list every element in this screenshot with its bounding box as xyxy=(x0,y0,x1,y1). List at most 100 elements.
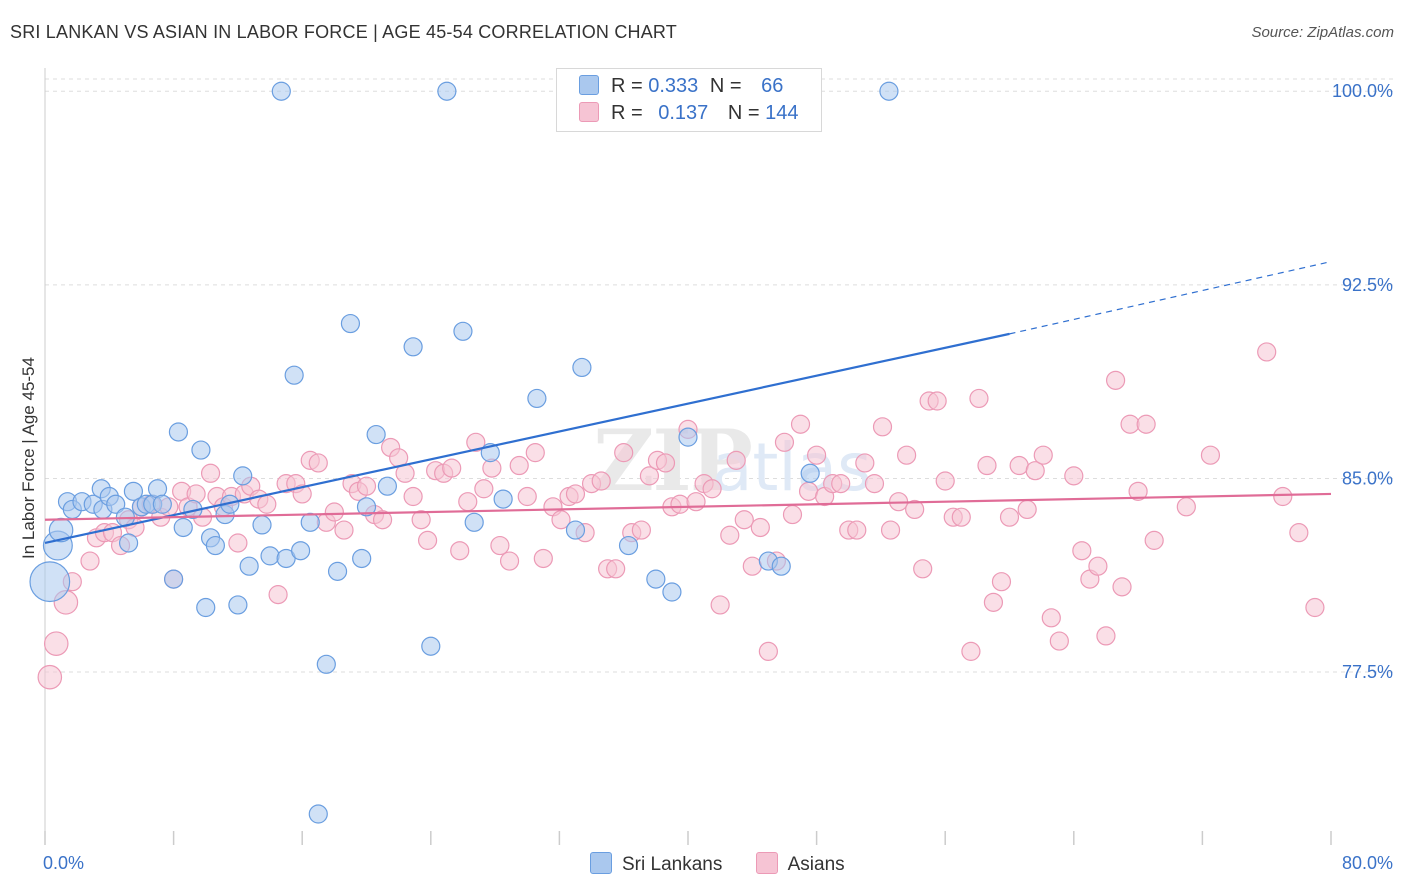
sri-lankan-point xyxy=(233,466,253,486)
sri-lankan-point xyxy=(572,357,592,378)
asian-point xyxy=(782,504,803,525)
sri-lankans-swatch xyxy=(579,75,599,95)
asian-point xyxy=(951,507,971,527)
asian-point xyxy=(372,510,393,530)
asian-point xyxy=(913,559,933,579)
asian-point xyxy=(1200,445,1221,465)
sri-lankan-point xyxy=(662,582,682,602)
asian-point xyxy=(334,520,354,540)
sri-lankans-legend-swatch xyxy=(590,852,612,874)
sri-lankan-point xyxy=(196,597,216,618)
legend-n-value: 144 xyxy=(765,102,799,124)
asian-point xyxy=(1120,414,1140,434)
y-tick-label: 92.5% xyxy=(1342,275,1393,295)
legend-n-label: N = xyxy=(709,75,742,97)
sri-lankan-point xyxy=(464,512,484,532)
asian-point xyxy=(186,484,206,504)
asian-point xyxy=(726,450,746,470)
asian-point xyxy=(905,499,925,520)
asian-point xyxy=(533,548,553,569)
asian-point xyxy=(631,520,651,540)
asian-point xyxy=(1033,445,1053,465)
legend-r-value: 0.137 xyxy=(658,102,709,124)
asian-point xyxy=(324,502,344,522)
legend-r-value: 0.333 xyxy=(648,75,699,97)
x-tick-label: 80.0% xyxy=(1342,853,1393,873)
asian-point xyxy=(1257,342,1277,362)
sri-lankan-point xyxy=(308,804,328,824)
sri-lankan-point xyxy=(173,517,193,538)
asian-point xyxy=(1017,499,1037,520)
sri-lankan-point xyxy=(377,476,397,496)
legend-n-label: N = xyxy=(727,102,760,124)
sri-lankan-point xyxy=(252,515,272,535)
asian-point xyxy=(1112,577,1132,597)
asian-point xyxy=(1009,455,1029,476)
asian-point xyxy=(1289,523,1309,543)
sri-lankan-point xyxy=(118,533,139,553)
asian-point xyxy=(411,510,431,530)
sri-lankan-point xyxy=(800,463,820,483)
asian-point xyxy=(228,533,248,553)
asian-point xyxy=(670,494,690,514)
asian-point xyxy=(458,492,478,512)
asian-point xyxy=(790,414,811,434)
asian-point xyxy=(710,595,730,615)
sri-lankan-point xyxy=(316,654,336,674)
asian-point xyxy=(734,510,754,530)
asian-point xyxy=(983,592,1004,612)
asian-point xyxy=(969,388,989,409)
sri-lankan-point xyxy=(123,481,144,501)
asian-point xyxy=(1025,461,1045,481)
asians-legend-swatch xyxy=(755,852,778,874)
asian-point xyxy=(864,474,885,494)
asian-point xyxy=(614,443,634,463)
grid-lines xyxy=(45,78,1395,673)
asian-point xyxy=(961,641,981,661)
source-label: Source: ZipAtlas.com xyxy=(1251,24,1394,41)
asians-trend-line xyxy=(44,492,1332,521)
y-tick-label: 85.0% xyxy=(1342,468,1393,488)
asians-swatch xyxy=(579,102,599,122)
asian-point xyxy=(474,479,494,499)
sri-lankan-point xyxy=(164,569,184,589)
sri-lankan-point xyxy=(421,636,441,656)
tick-labels: 100.0% 92.5% 85.0% 77.5% 0.0% 80.0% In Labor F… xyxy=(19,81,1393,873)
y-tick-label: 77.5% xyxy=(1342,662,1393,682)
asian-point xyxy=(999,507,1020,527)
sri-lankan-point xyxy=(271,81,291,101)
asian-point xyxy=(1096,626,1116,646)
asian-point xyxy=(525,443,545,463)
asian-point xyxy=(417,530,438,550)
asian-point xyxy=(1088,556,1108,576)
asian-point xyxy=(806,445,827,465)
asian-point xyxy=(1273,486,1293,507)
sri-lankan-point xyxy=(168,422,189,442)
asian-point xyxy=(37,664,63,690)
sri-lankan-point xyxy=(106,494,126,514)
asian-point xyxy=(490,535,510,556)
asian-point xyxy=(720,525,740,545)
legend-item-sri-lankans: Sri Lankans xyxy=(590,852,722,876)
asian-point xyxy=(991,572,1012,592)
sri-lankan-point xyxy=(646,569,666,589)
sri-lankans-trend-line xyxy=(44,332,1010,545)
asian-point xyxy=(200,463,221,483)
sri-lankan-point xyxy=(29,561,71,603)
sri-lankan-point xyxy=(228,595,248,615)
legend-r-label: R = xyxy=(611,102,643,124)
asian-point xyxy=(1305,597,1325,618)
sri-lankan-point xyxy=(327,561,348,581)
asian-point xyxy=(880,520,901,540)
asian-point xyxy=(831,474,851,494)
asian-point xyxy=(742,556,762,576)
asian-point xyxy=(442,458,462,478)
sri-lankan-point xyxy=(239,556,259,576)
asian-point xyxy=(798,481,819,501)
asian-point xyxy=(1176,497,1196,517)
asian-point xyxy=(1072,541,1092,561)
sri-lankan-point xyxy=(290,541,311,561)
asian-point xyxy=(855,453,875,473)
asian-point xyxy=(686,492,706,512)
